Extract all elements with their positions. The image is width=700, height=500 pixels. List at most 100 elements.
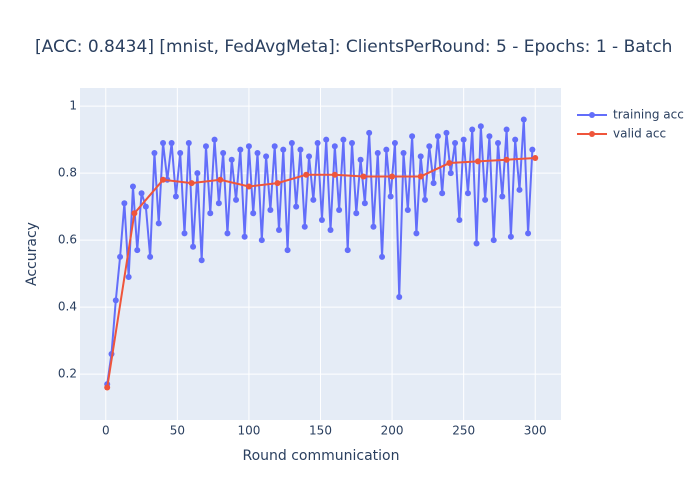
data-point <box>374 149 381 156</box>
data-point <box>366 129 373 136</box>
data-point <box>297 146 304 153</box>
data-point <box>499 193 506 200</box>
x-tick-label: 250 <box>452 424 475 438</box>
data-point <box>396 294 403 301</box>
data-point <box>284 247 291 254</box>
data-point <box>409 133 416 140</box>
data-point <box>142 203 149 210</box>
data-point <box>387 193 394 200</box>
data-point <box>306 153 313 160</box>
data-point <box>220 149 227 156</box>
data-point <box>360 173 367 180</box>
data-point <box>190 243 197 250</box>
data-point <box>198 257 205 264</box>
data-point <box>147 253 154 260</box>
y-tick-label: 0.2 <box>58 367 77 381</box>
data-point <box>336 206 343 213</box>
data-point <box>516 186 523 193</box>
data-point <box>344 247 351 254</box>
data-point <box>274 180 281 187</box>
data-point <box>490 237 497 244</box>
x-tick-label: 150 <box>309 424 332 438</box>
data-point <box>271 143 278 150</box>
data-point <box>379 253 386 260</box>
data-point <box>288 139 295 146</box>
data-point <box>202 143 209 150</box>
data-point <box>439 190 446 197</box>
data-point <box>177 149 184 156</box>
data-point <box>224 230 231 237</box>
data-point <box>254 149 261 156</box>
data-point <box>160 176 167 183</box>
y-tick-label: 0.8 <box>58 166 77 180</box>
data-point <box>353 210 360 217</box>
data-point <box>250 210 257 217</box>
series-line <box>106 119 534 385</box>
data-point <box>185 139 192 146</box>
data-point <box>188 180 195 187</box>
data-point <box>125 273 132 280</box>
data-point <box>217 176 224 183</box>
data-point <box>400 149 407 156</box>
legend-label: training acc <box>613 108 684 122</box>
series-line <box>106 157 536 388</box>
data-point <box>413 230 420 237</box>
data-point <box>482 196 489 203</box>
data-point <box>303 171 310 178</box>
data-point <box>228 156 235 163</box>
data-point <box>104 384 111 391</box>
data-point <box>391 139 398 146</box>
data-point <box>446 160 453 167</box>
data-point <box>357 156 364 163</box>
data-point <box>112 297 119 304</box>
data-point <box>430 180 437 187</box>
data-point <box>434 133 441 140</box>
data-point <box>361 200 368 207</box>
data-point <box>477 123 484 130</box>
data-point <box>503 156 510 163</box>
data-point <box>417 153 424 160</box>
legend-marker <box>589 112 595 118</box>
data-point <box>331 143 338 150</box>
data-point <box>331 171 338 178</box>
data-point <box>474 158 481 165</box>
x-tick-label: 0 <box>102 424 110 438</box>
data-point <box>293 203 300 210</box>
data-point <box>267 206 274 213</box>
data-point <box>525 230 532 237</box>
y-tick-label: 0.4 <box>58 300 77 314</box>
x-tick-label: 50 <box>170 424 185 438</box>
data-point <box>280 146 287 153</box>
data-point <box>456 216 463 223</box>
x-tick-label: 200 <box>381 424 404 438</box>
data-point <box>160 139 167 146</box>
data-point <box>181 230 188 237</box>
data-point <box>211 136 218 143</box>
data-point <box>138 190 145 197</box>
data-point <box>314 139 321 146</box>
data-point <box>151 149 158 156</box>
data-point <box>473 240 480 247</box>
data-point <box>245 143 252 150</box>
legend-marker <box>589 131 595 137</box>
data-point <box>383 146 390 153</box>
data-point <box>301 223 308 230</box>
data-point <box>215 200 222 207</box>
data-point <box>237 146 244 153</box>
data-point <box>241 233 248 240</box>
x-axis-title: Round communication <box>242 448 399 464</box>
x-tick-label: 300 <box>524 424 547 438</box>
data-point <box>495 139 502 146</box>
chart-title: [ACC: 0.8434] [mnist, FedAvgMeta]: Clien… <box>35 37 672 57</box>
data-point <box>529 146 536 153</box>
data-point <box>155 220 162 227</box>
data-point <box>117 253 124 260</box>
data-point <box>447 170 454 177</box>
data-point <box>469 126 476 133</box>
data-point <box>323 136 330 143</box>
data-point <box>507 233 514 240</box>
data-point <box>263 153 270 160</box>
y-axis-title: Accuracy <box>24 222 40 286</box>
data-point <box>486 133 493 140</box>
data-point <box>245 183 252 190</box>
